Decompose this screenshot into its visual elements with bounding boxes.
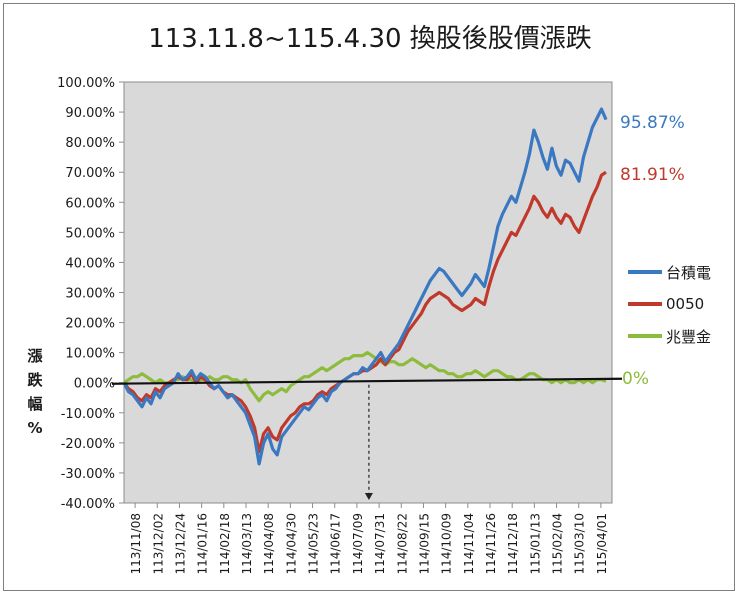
- series-end-label-megafh: 0%: [622, 369, 649, 389]
- series-end-label-tsmc: 95.87%: [620, 113, 685, 133]
- y-tick-label: 40.00%: [65, 256, 115, 271]
- x-tick-label: 115/02/04: [551, 513, 565, 575]
- legend-label: 0050: [666, 295, 705, 313]
- y-tick-label: -40.00%: [61, 497, 115, 512]
- x-tick-label: 114/11/26: [484, 513, 498, 575]
- y-tick-label: 0.00%: [74, 377, 115, 392]
- x-tick-label: 114/10/09: [440, 513, 454, 575]
- legend: 台積電 0050 兆豐金: [628, 256, 738, 352]
- y-axis-label: 漲 跌 幅 %: [22, 344, 48, 440]
- y-tick-label: 100.00%: [57, 76, 115, 91]
- legend-label: 兆豐金: [666, 327, 712, 346]
- x-tick-label: 115/03/10: [573, 513, 587, 575]
- x-tick-label: 114/02/18: [218, 513, 232, 575]
- legend-swatch: [628, 302, 662, 306]
- y-tick-label: 20.00%: [65, 317, 115, 332]
- x-tick-label: 114/01/16: [196, 513, 210, 575]
- x-tick-label: 115/01/13: [528, 513, 542, 575]
- y-tick-label: 90.00%: [65, 106, 115, 121]
- x-tick-label: 114/06/17: [329, 513, 343, 575]
- y-tick-label: -30.00%: [61, 467, 115, 482]
- y-tick-label: 80.00%: [65, 136, 115, 151]
- legend-item-tsmc: 台積電: [628, 256, 738, 288]
- legend-label: 台積電: [666, 263, 712, 282]
- series-line-tsmc: [122, 107, 608, 466]
- x-tick-label: 114/09/15: [417, 513, 431, 575]
- y-tick-label: 30.00%: [65, 287, 115, 302]
- x-tick-label: 115/04/01: [595, 513, 609, 575]
- x-tick-label: 114/05/23: [307, 513, 321, 575]
- y-tick-label: 60.00%: [65, 196, 115, 211]
- y-tick-label: 70.00%: [65, 166, 115, 181]
- x-tick-label: 113/12/02: [151, 513, 165, 575]
- legend-swatch: [628, 334, 662, 338]
- y-tick-label: 50.00%: [65, 226, 115, 241]
- legend-item-0050: 0050: [628, 288, 738, 320]
- y-tick-label: -10.00%: [61, 407, 115, 422]
- annotation-arrow-head: [364, 493, 373, 500]
- x-tick-label: 114/07/31: [373, 513, 387, 575]
- legend-item-megafh: 兆豐金: [628, 320, 738, 352]
- x-tick-label: 114/08/22: [395, 513, 409, 575]
- y-axis-label-char: 幅: [27, 395, 43, 413]
- x-tick-label: 114/04/30: [284, 513, 298, 575]
- x-tick-label: 114/07/09: [351, 513, 365, 575]
- chart-title: 113.11.8~115.4.30 換股後股價漲跌: [148, 24, 592, 54]
- y-axis-label-char: 跌: [27, 371, 43, 389]
- y-axis-label-char: 漲: [27, 347, 43, 365]
- x-tick-label: 114/03/13: [240, 513, 254, 575]
- x-tick-label: 113/12/24: [173, 513, 187, 575]
- x-tick-label: 114/11/04: [462, 513, 476, 575]
- x-tick-label: 114/12/18: [506, 513, 520, 575]
- y-tick-label: -20.00%: [61, 437, 115, 452]
- baseline-line: [111, 377, 623, 385]
- x-tick-label: 114/04/08: [262, 513, 276, 575]
- y-axis-label-char: %: [27, 419, 43, 437]
- y-tick-label: 10.00%: [65, 347, 115, 362]
- legend-swatch: [628, 270, 662, 274]
- series-end-label-0050: 81.91%: [620, 165, 685, 185]
- x-tick-label: 113/11/08: [129, 513, 143, 575]
